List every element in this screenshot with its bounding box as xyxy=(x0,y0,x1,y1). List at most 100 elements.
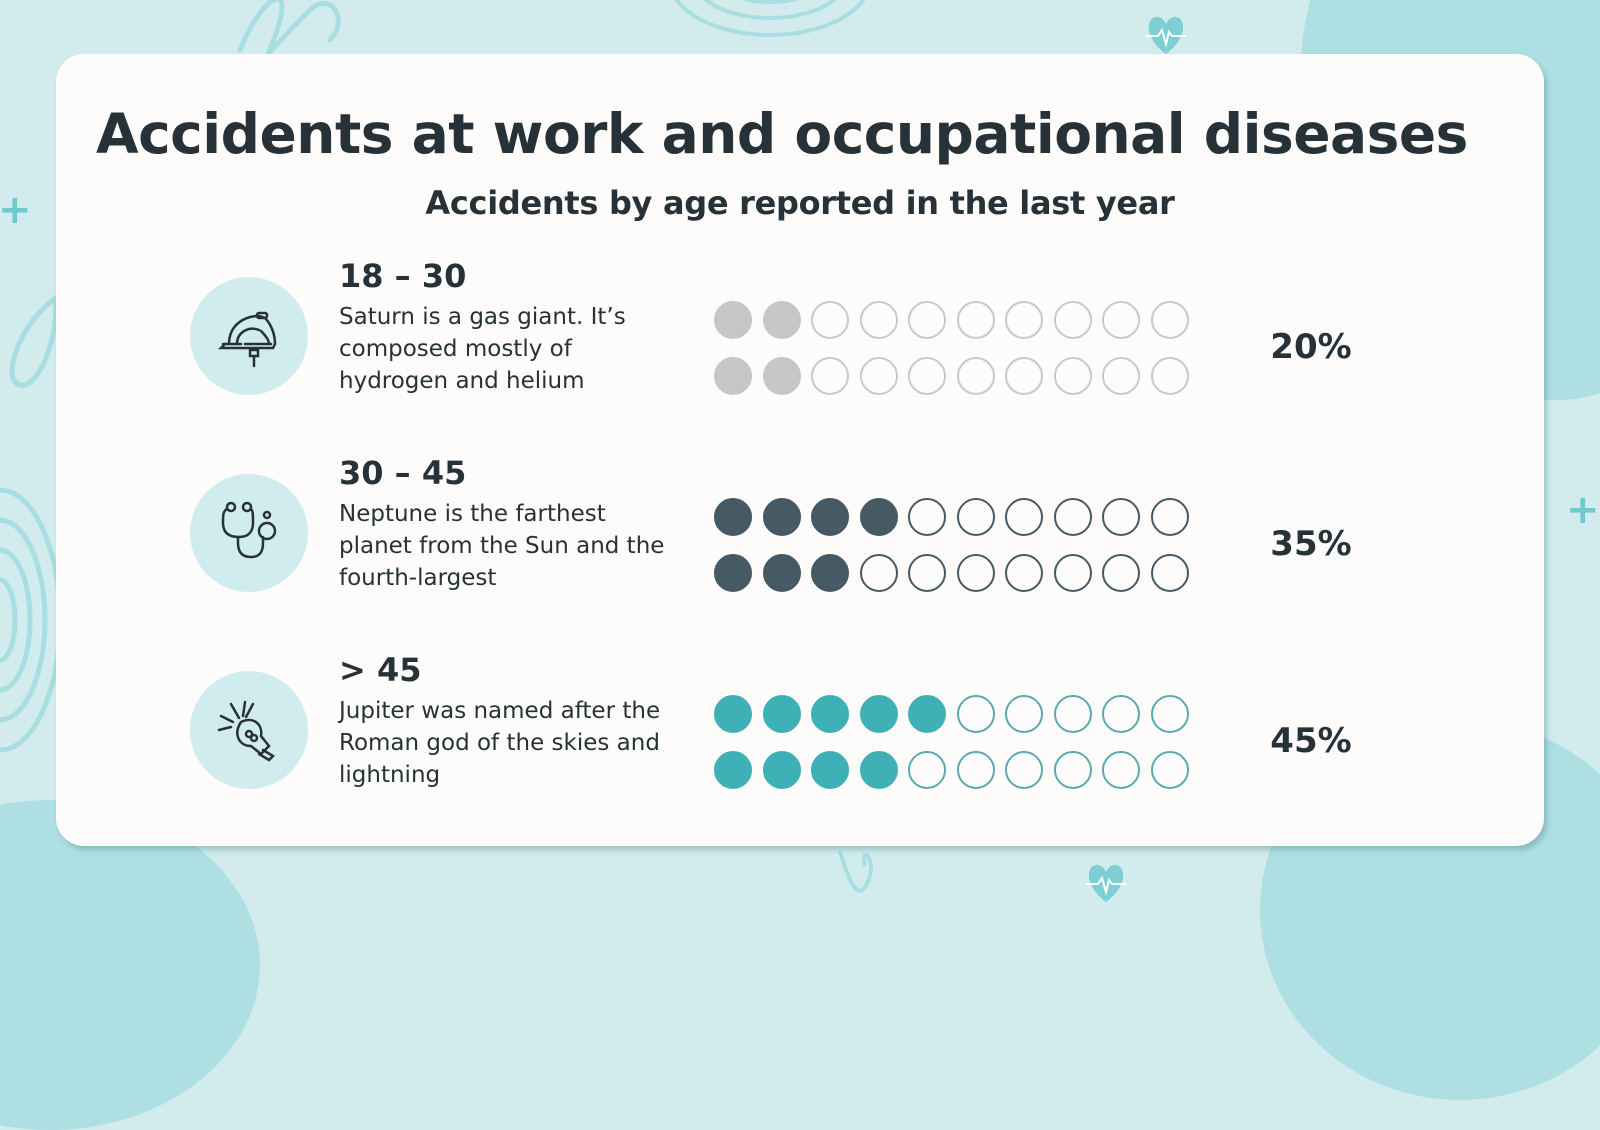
empty-dot xyxy=(1053,498,1092,536)
loop-decoration xyxy=(9,292,62,388)
empty-dot xyxy=(1005,751,1043,789)
empty-dot xyxy=(811,301,849,339)
squiggle-decoration xyxy=(838,850,874,893)
dot-row xyxy=(714,554,1189,592)
age-group-description: Jupiter was named after the Roman god of… xyxy=(339,698,661,788)
empty-dot xyxy=(1102,751,1140,789)
lightbulb-icon xyxy=(217,700,276,762)
age-range-label: > 45 xyxy=(339,651,422,689)
empty-dot xyxy=(908,498,946,536)
background-blob xyxy=(0,800,260,1130)
filled-dot xyxy=(859,751,898,789)
age-group-description: Saturn is a gas giant. It’s composed mos… xyxy=(339,304,626,394)
slide-title: Accidents at work and occupational disea… xyxy=(96,102,1468,166)
squiggle-decoration xyxy=(237,0,341,55)
percentage-value: 45% xyxy=(1270,721,1352,761)
empty-dot xyxy=(1150,554,1189,592)
empty-dot xyxy=(1053,357,1092,395)
dot-meter xyxy=(714,498,1189,610)
empty-dot xyxy=(908,301,946,339)
content-card: Accidents at work and occupational disea… xyxy=(56,54,1544,846)
percentage-value: 35% xyxy=(1270,524,1352,564)
filled-dot xyxy=(859,695,898,733)
empty-dot xyxy=(908,554,946,592)
empty-dot xyxy=(1102,498,1140,536)
filled-dot xyxy=(811,554,849,592)
heartbeat-heart-icon xyxy=(1086,864,1126,902)
empty-dot xyxy=(811,357,849,395)
empty-dot xyxy=(1102,554,1140,592)
stethoscope-icon xyxy=(221,501,277,559)
empty-dot xyxy=(1150,695,1189,733)
dot-row xyxy=(714,751,1189,789)
empty-dot xyxy=(859,301,898,339)
empty-dot xyxy=(1150,301,1189,339)
filled-dot xyxy=(714,751,752,789)
swirl-decoration xyxy=(674,0,866,37)
filled-dot xyxy=(762,751,801,789)
background-blob xyxy=(560,840,820,980)
empty-dot xyxy=(1053,554,1092,592)
empty-dot xyxy=(1102,301,1140,339)
empty-dot xyxy=(956,357,995,395)
icon-badge xyxy=(190,474,308,592)
empty-dot xyxy=(1005,357,1043,395)
dot-row xyxy=(714,498,1189,536)
empty-dot xyxy=(956,751,995,789)
empty-dot xyxy=(1005,498,1043,536)
filled-dot xyxy=(811,751,849,789)
empty-dot xyxy=(1053,751,1092,789)
plus-decoration: + xyxy=(0,187,32,233)
filled-dot xyxy=(762,357,801,395)
filled-dot xyxy=(714,301,752,339)
filled-dot xyxy=(762,554,801,592)
filled-dot xyxy=(714,357,752,395)
percentage-value: 20% xyxy=(1270,327,1352,367)
filled-dot xyxy=(811,695,849,733)
filled-dot xyxy=(811,498,849,536)
empty-dot xyxy=(1102,357,1140,395)
dot-row xyxy=(714,301,1189,339)
empty-dot xyxy=(908,751,946,789)
empty-dot xyxy=(1053,695,1092,733)
age-group-row: 30 – 45 Neptune is the farthest planet f… xyxy=(56,454,1544,624)
empty-dot xyxy=(1150,498,1189,536)
empty-dot xyxy=(956,301,995,339)
age-group-description: Neptune is the farthest planet from the … xyxy=(339,501,665,591)
hard-hat-icon xyxy=(217,311,277,368)
empty-dot xyxy=(956,695,995,733)
empty-dot xyxy=(1005,554,1043,592)
empty-dot xyxy=(956,554,995,592)
empty-dot xyxy=(1150,357,1189,395)
empty-dot xyxy=(859,554,898,592)
heartbeat-heart-icon xyxy=(1146,16,1186,55)
plus-decoration: + xyxy=(1566,487,1600,533)
dot-meter xyxy=(714,695,1189,807)
filled-dot xyxy=(714,695,752,733)
dot-row xyxy=(714,357,1189,395)
filled-dot xyxy=(714,498,752,536)
filled-dot xyxy=(762,301,801,339)
filled-dot xyxy=(859,498,898,536)
empty-dot xyxy=(1150,751,1189,789)
dot-row xyxy=(714,695,1189,733)
age-group-row: 18 – 30 Saturn is a gas giant. It’s comp… xyxy=(56,257,1544,427)
empty-dot xyxy=(956,498,995,536)
dot-meter xyxy=(714,301,1189,413)
icon-badge xyxy=(190,671,308,789)
empty-dot xyxy=(908,357,946,395)
empty-dot xyxy=(1005,301,1043,339)
empty-dot xyxy=(1053,301,1092,339)
slide-subtitle: Accidents by age reported in the last ye… xyxy=(425,184,1175,222)
empty-dot xyxy=(1102,695,1140,733)
empty-dot xyxy=(859,357,898,395)
age-range-label: 18 – 30 xyxy=(339,257,467,295)
icon-badge xyxy=(190,277,308,395)
age-group-row: > 45 Jupiter was named after the Roman g… xyxy=(56,651,1544,821)
filled-dot xyxy=(762,498,801,536)
empty-dot xyxy=(1005,695,1043,733)
filled-dot xyxy=(714,554,752,592)
age-range-label: 30 – 45 xyxy=(339,454,467,492)
filled-dot xyxy=(762,695,801,733)
filled-dot xyxy=(908,695,946,733)
